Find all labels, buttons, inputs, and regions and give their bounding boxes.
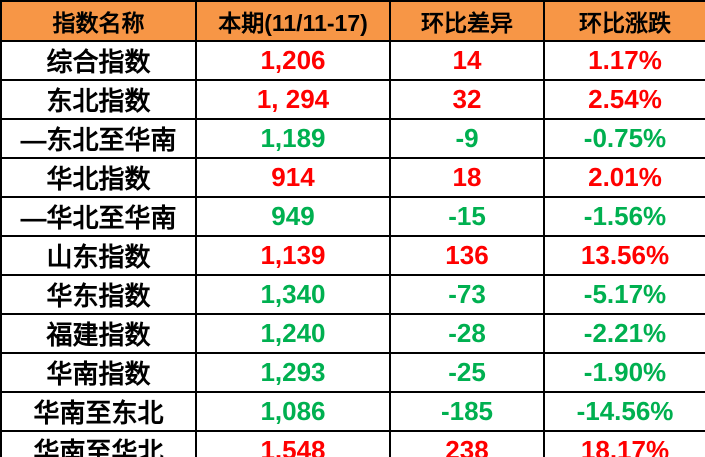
table-row: 福建指数 1,240 -28 -2.21% — [0, 313, 705, 354]
index-name-cell: 华南至东北 — [0, 391, 197, 432]
period-value-cell: 1,189 — [195, 118, 391, 159]
wow-diff-cell: 136 — [389, 235, 545, 276]
header-wow-change-pct: 环比涨跌 — [543, 0, 705, 42]
index-name-cell: 华南指数 — [0, 352, 197, 393]
header-index-name: 指数名称 — [0, 0, 197, 42]
index-name-cell: 东北指数 — [0, 79, 197, 120]
wow-pct-cell: 1.17% — [543, 40, 705, 81]
wow-pct-cell: -1.56% — [543, 196, 705, 237]
wow-pct-cell: 2.54% — [543, 79, 705, 120]
table-row: 综合指数 1,206 14 1.17% — [0, 40, 705, 81]
wow-pct-cell: -14.56% — [543, 391, 705, 432]
period-value-cell: 949 — [195, 196, 391, 237]
index-name-cell: —东北至华南 — [0, 118, 197, 159]
wow-diff-cell: 14 — [389, 40, 545, 81]
table-row: 华南指数 1,293 -25 -1.90% — [0, 352, 705, 393]
table-header: 指数名称 本期(11/11-17) 环比差异 环比涨跌 — [0, 0, 705, 42]
index-name-cell: 华北指数 — [0, 157, 197, 198]
table-row: —华北至华南 949 -15 -1.56% — [0, 196, 705, 237]
wow-pct-cell: -5.17% — [543, 274, 705, 315]
wow-pct-cell: 2.01% — [543, 157, 705, 198]
table-row: 华北指数 914 18 2.01% — [0, 157, 705, 198]
table-row: 山东指数 1,139 136 13.56% — [0, 235, 705, 276]
index-name-cell: 综合指数 — [0, 40, 197, 81]
period-value-cell: 1,240 — [195, 313, 391, 354]
index-name-cell: —华北至华南 — [0, 196, 197, 237]
period-value-cell: 1, 294 — [195, 79, 391, 120]
table-row: 华南至东北 1,086 -185 -14.56% — [0, 391, 705, 432]
wow-diff-cell: -25 — [389, 352, 545, 393]
period-value-cell: 1,206 — [195, 40, 391, 81]
period-value-cell: 1,293 — [195, 352, 391, 393]
header-row: 指数名称 本期(11/11-17) 环比差异 环比涨跌 — [0, 0, 705, 42]
index-name-cell: 福建指数 — [0, 313, 197, 354]
wow-diff-cell: -73 — [389, 274, 545, 315]
table-row: 华东指数 1,340 -73 -5.17% — [0, 274, 705, 315]
table-row: 华南至华北 1,548 238 18.17% — [0, 430, 705, 457]
wow-diff-cell: -28 — [389, 313, 545, 354]
wow-pct-cell: -0.75% — [543, 118, 705, 159]
header-current-period: 本期(11/11-17) — [195, 0, 391, 42]
index-name-cell: 华东指数 — [0, 274, 197, 315]
period-value-cell: 1,139 — [195, 235, 391, 276]
wow-pct-cell: 18.17% — [543, 430, 705, 457]
index-name-cell: 山东指数 — [0, 235, 197, 276]
wow-pct-cell: -2.21% — [543, 313, 705, 354]
wow-diff-cell: 238 — [389, 430, 545, 457]
period-value-cell: 1,340 — [195, 274, 391, 315]
header-wow-difference: 环比差异 — [389, 0, 545, 42]
wow-pct-cell: -1.90% — [543, 352, 705, 393]
period-value-cell: 1,548 — [195, 430, 391, 457]
wow-diff-cell: 18 — [389, 157, 545, 198]
wow-diff-cell: -185 — [389, 391, 545, 432]
wow-diff-cell: 32 — [389, 79, 545, 120]
period-value-cell: 914 — [195, 157, 391, 198]
wow-diff-cell: -15 — [389, 196, 545, 237]
table-row: —东北至华南 1,189 -9 -0.75% — [0, 118, 705, 159]
period-value-cell: 1,086 — [195, 391, 391, 432]
wow-diff-cell: -9 — [389, 118, 545, 159]
index-name-cell: 华南至华北 — [0, 430, 197, 457]
table-body: 综合指数 1,206 14 1.17% 东北指数 1, 294 32 2.54% —东北至华南 1… — [0, 40, 705, 457]
wow-pct-cell: 13.56% — [543, 235, 705, 276]
table-row: 东北指数 1, 294 32 2.54% — [0, 79, 705, 120]
